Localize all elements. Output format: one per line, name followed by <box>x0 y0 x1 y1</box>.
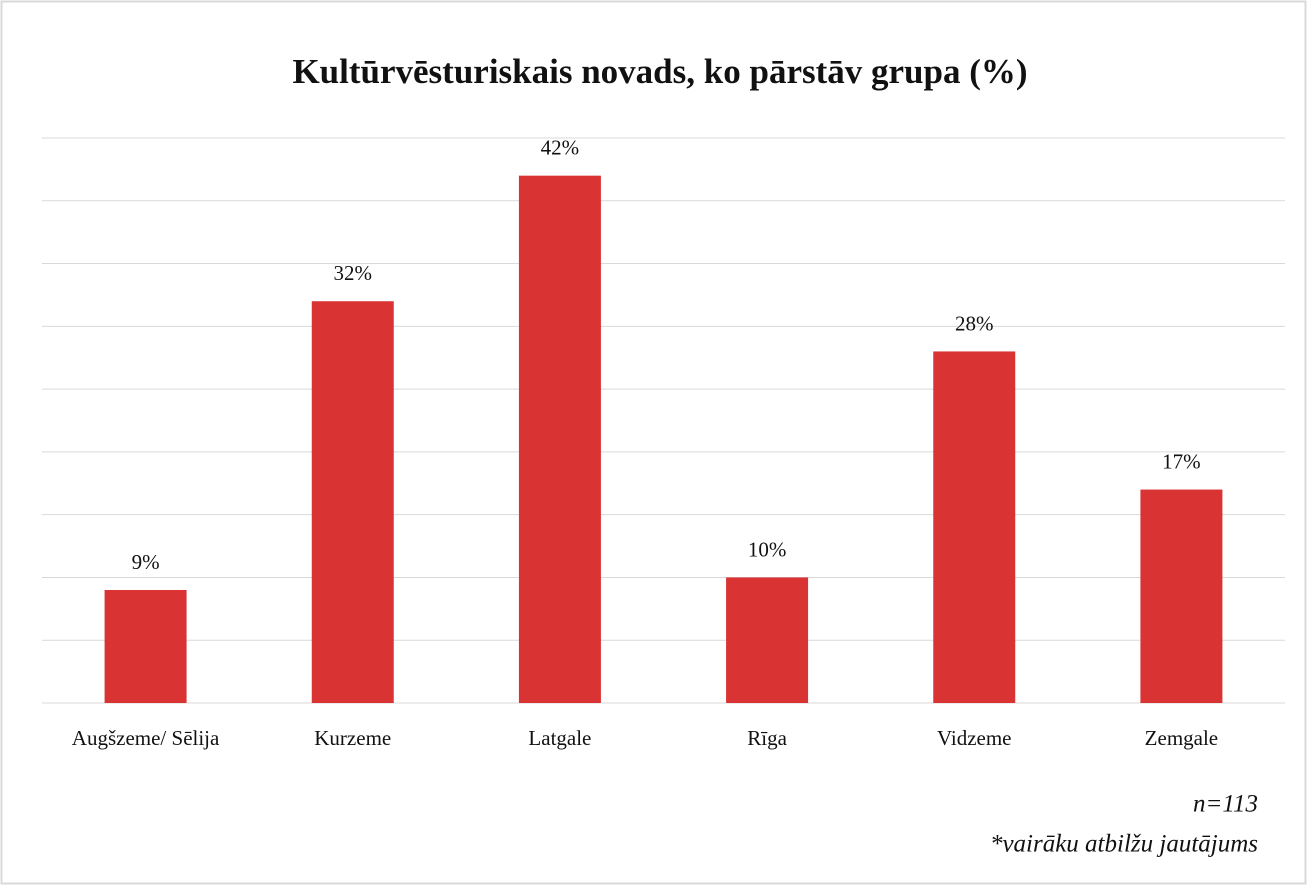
data-label: 9% <box>132 550 160 574</box>
bar <box>726 577 809 703</box>
note: *vairāku atbilžu jautājums <box>990 831 1258 858</box>
bar <box>518 175 601 703</box>
x-tick-label: Zemgale <box>1145 726 1218 750</box>
bar <box>104 590 187 703</box>
bar <box>933 351 1016 703</box>
chart-title: Kultūrvēsturiskais novads, ko pārstāv gr… <box>292 52 1027 91</box>
x-tick-label: Kurzeme <box>314 726 391 750</box>
bar <box>311 301 394 703</box>
x-tick-label: Rīga <box>747 726 787 750</box>
data-label: 17% <box>1162 449 1201 473</box>
x-tick-label: Augšzeme/ Sēlija <box>72 726 220 750</box>
data-label: 28% <box>955 311 994 335</box>
x-tick-label: Latgale <box>528 726 591 750</box>
data-label: 10% <box>748 537 787 561</box>
x-tick-label: Vidzeme <box>937 726 1012 750</box>
bar <box>1140 489 1223 703</box>
data-label: 32% <box>334 261 373 285</box>
note: n=113 <box>1193 791 1258 818</box>
data-label: 42% <box>541 135 580 159</box>
